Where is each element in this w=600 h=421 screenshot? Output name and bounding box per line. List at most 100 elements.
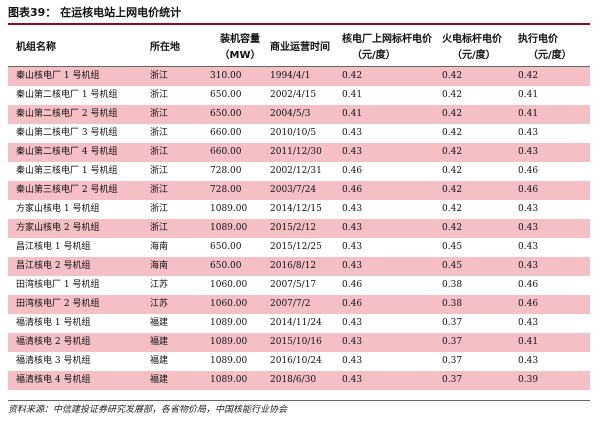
date-cell: 2016/8/12 [270, 261, 317, 271]
location-cell: 江苏 [150, 299, 169, 309]
location-cell: 浙江 [150, 204, 169, 214]
table-row: 秦山第三核电厂 2 号机组 浙江 728.00 2003/7/24 0.46 0.42 0.… [8, 181, 590, 200]
price-table: 机组名称 所在地 装机容量 （MW） 商业运营时间 核电厂上网标杆电价 （元/度） … [8, 30, 590, 390]
nuclear-price-cell: 0.43 [342, 337, 363, 347]
unit-cell: 福清核电 3 号机组 [16, 356, 91, 366]
table-row: 福清核电 3 号机组 福建 1089.00 2016/10/24 0.43 0.37 0.4… [8, 352, 590, 371]
exec-price-cell: 0.41 [518, 90, 539, 100]
date-cell: 2010/10/5 [270, 128, 317, 138]
table-row: 昌江核电 1 号机组 海南 650.00 2015/12/25 0.43 0.45 0.43 [8, 238, 590, 257]
nuclear-price-cell: 0.43 [342, 242, 363, 252]
date-cell: 2014/11/24 [270, 318, 322, 328]
capacity-cell: 1089.00 [210, 318, 248, 328]
table-body: 秦山核电厂 1 号机组 浙江 310.00 1994/4/1 0.42 0.42 0.42 秦… [8, 67, 590, 390]
exec-price-cell: 0.41 [518, 109, 539, 119]
exec-price-cell: 0.39 [518, 375, 539, 385]
location-cell: 浙江 [150, 128, 169, 138]
unit-cell: 昌江核电 2 号机组 [16, 261, 91, 271]
exec-price-cell: 0.43 [518, 147, 539, 157]
table-row: 福清核电 4 号机组 福建 1089.00 2018/6/30 0.43 0.37 0.39 [8, 371, 590, 390]
nuclear-price-cell: 0.42 [342, 71, 363, 81]
unit-cell: 秦山第三核电厂 1 号机组 [16, 166, 118, 176]
unit-cell: 秦山第二核电厂 1 号机组 [16, 90, 118, 100]
table-header: 机组名称 所在地 装机容量 （MW） 商业运营时间 核电厂上网标杆电价 （元/度） … [8, 30, 590, 66]
capacity-cell: 660.00 [210, 147, 242, 157]
date-cell: 2016/10/24 [270, 356, 322, 366]
nuclear-price-cell: 0.46 [342, 299, 363, 309]
exec-price-cell: 0.43 [518, 318, 539, 328]
nuclear-price-cell: 0.43 [342, 223, 363, 233]
location-cell: 浙江 [150, 71, 169, 81]
nuclear-price-cell: 0.43 [342, 318, 363, 328]
capacity-cell: 650.00 [210, 242, 242, 252]
thermal-price-cell: 0.45 [442, 242, 463, 252]
table-row: 秦山第三核电厂 1 号机组 浙江 728.00 2002/12/31 0.46 0.42 0… [8, 162, 590, 181]
nuclear-price-cell: 0.43 [342, 204, 363, 214]
date-cell: 2015/10/16 [270, 337, 322, 347]
capacity-cell: 728.00 [210, 185, 242, 195]
exec-price-cell: 0.43 [518, 204, 539, 214]
header-exec-price: 执行电价 （元/度） [518, 34, 572, 61]
table-row: 秦山第二核电厂 3 号机组 浙江 660.00 2010/10/5 0.43 0.42 0.… [8, 124, 590, 143]
thermal-price-cell: 0.38 [442, 280, 463, 290]
capacity-cell: 650.00 [210, 261, 242, 271]
date-cell: 2007/5/17 [270, 280, 317, 290]
unit-cell: 秦山第二核电厂 2 号机组 [16, 109, 118, 119]
unit-cell: 田湾核电厂 2 号机组 [16, 299, 100, 309]
nuclear-price-cell: 0.46 [342, 166, 363, 176]
exec-price-cell: 0.46 [518, 185, 539, 195]
header-unit: 机组名称 [16, 42, 56, 53]
unit-cell: 方家山核电 1 号机组 [16, 204, 100, 214]
date-cell: 2015/12/25 [270, 242, 322, 252]
exec-price-cell: 0.43 [518, 128, 539, 138]
thermal-price-cell: 0.42 [442, 147, 463, 157]
thermal-price-cell: 0.37 [442, 356, 463, 366]
thermal-price-cell: 0.37 [442, 318, 463, 328]
nuclear-price-cell: 0.41 [342, 109, 363, 119]
location-cell: 海南 [150, 261, 169, 271]
source-note: 资料来源：中信建投证券研究发展部，各省物价局，中国核能行业协会 [8, 405, 288, 415]
exec-price-cell: 0.46 [518, 280, 539, 290]
table-bottom-divider [8, 400, 590, 401]
capacity-cell: 310.00 [210, 71, 242, 81]
date-cell: 2002/4/15 [270, 90, 317, 100]
table-row: 秦山第二核电厂 4 号机组 浙江 660.00 2011/12/30 0.43 0.42 0… [8, 143, 590, 162]
exec-price-cell: 0.43 [518, 242, 539, 252]
location-cell: 浙江 [150, 185, 169, 195]
thermal-price-cell: 0.42 [442, 204, 463, 214]
table-row: 田湾核电厂 2 号机组 江苏 1060.00 2007/7/2 0.46 0.38 0.46 [8, 295, 590, 314]
date-cell: 2018/6/30 [270, 375, 317, 385]
date-cell: 2004/5/3 [270, 109, 311, 119]
capacity-cell: 1089.00 [210, 356, 248, 366]
capacity-cell: 650.00 [210, 90, 242, 100]
exec-price-cell: 0.46 [518, 299, 539, 309]
location-cell: 福建 [150, 375, 169, 385]
unit-cell: 秦山第三核电厂 2 号机组 [16, 185, 118, 195]
capacity-cell: 660.00 [210, 128, 242, 138]
capacity-cell: 1060.00 [210, 299, 248, 309]
thermal-price-cell: 0.42 [442, 90, 463, 100]
unit-cell: 秦山第二核电厂 4 号机组 [16, 147, 118, 157]
unit-cell: 秦山第二核电厂 3 号机组 [16, 128, 118, 138]
table-row: 方家山核电 1 号机组 浙江 1089.00 2014/12/15 0.43 0.42 0.… [8, 200, 590, 219]
unit-cell: 福清核电 1 号机组 [16, 318, 91, 328]
unit-cell: 福清核电 2 号机组 [16, 337, 91, 347]
figure-title: 图表39： 在运核电站上网电价统计 [8, 6, 182, 19]
unit-cell: 田湾核电厂 1 号机组 [16, 280, 100, 290]
nuclear-price-cell: 0.43 [342, 261, 363, 271]
location-cell: 福建 [150, 318, 169, 328]
header-thermal-price: 火电标杆电价 （元/度） [442, 34, 502, 61]
date-cell: 2015/2/12 [270, 223, 317, 233]
capacity-cell: 728.00 [210, 166, 242, 176]
nuclear-price-cell: 0.46 [342, 185, 363, 195]
location-cell: 浙江 [150, 166, 169, 176]
table-row: 福清核电 1 号机组 福建 1089.00 2014/11/24 0.43 0.37 0.4… [8, 314, 590, 333]
unit-cell: 福清核电 4 号机组 [16, 375, 91, 385]
unit-cell: 秦山核电厂 1 号机组 [16, 71, 100, 81]
thermal-price-cell: 0.42 [442, 128, 463, 138]
unit-cell: 方家山核电 2 号机组 [16, 223, 100, 233]
thermal-price-cell: 0.42 [442, 185, 463, 195]
header-capacity: 装机容量 （MW） [219, 34, 261, 61]
location-cell: 浙江 [150, 147, 169, 157]
exec-price-cell: 0.43 [518, 261, 539, 271]
